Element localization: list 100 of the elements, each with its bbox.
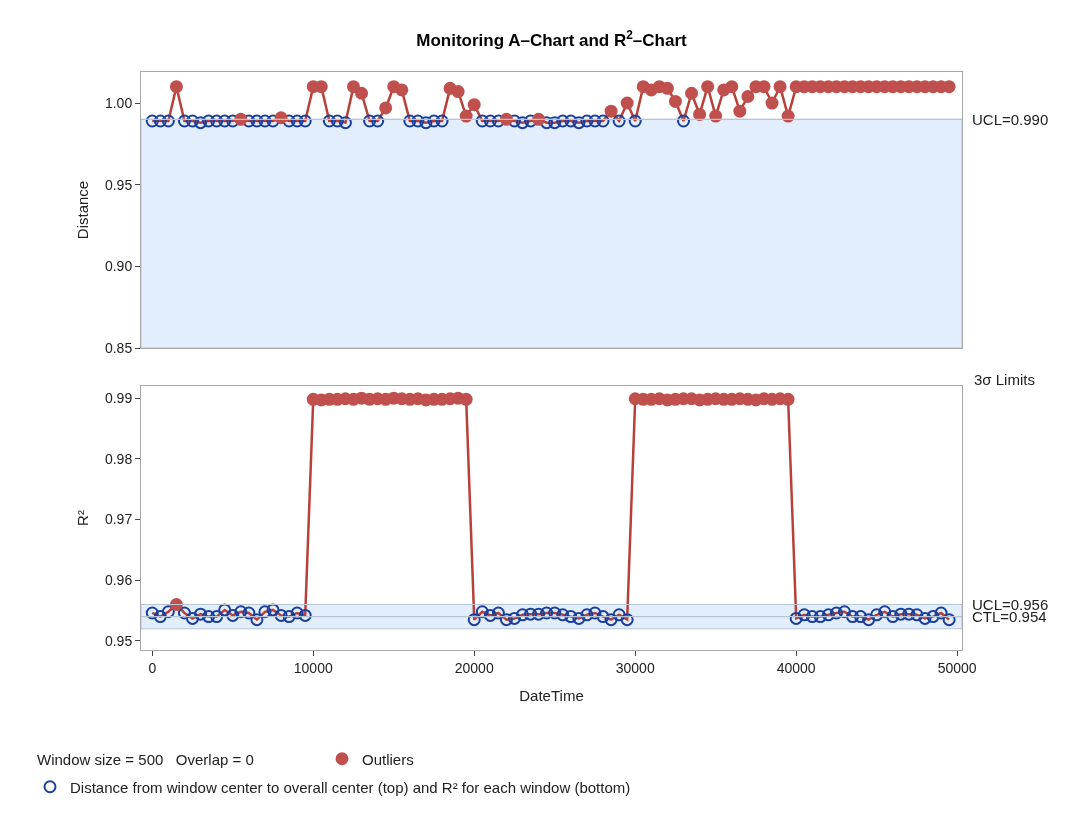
point <box>177 606 191 620</box>
point <box>258 114 272 128</box>
point <box>677 114 690 128</box>
point <box>548 606 562 620</box>
point <box>540 606 554 620</box>
point <box>765 96 779 110</box>
point <box>202 114 216 128</box>
x-tick-label: 10000 <box>293 659 333 676</box>
text: Window size = 500 Overlap = 0 <box>37 751 254 768</box>
point <box>218 114 232 128</box>
point <box>242 114 256 128</box>
point <box>363 114 377 128</box>
point <box>918 611 932 625</box>
point <box>604 104 618 118</box>
point <box>942 613 956 627</box>
point <box>620 96 634 110</box>
point <box>322 114 336 128</box>
point <box>419 116 433 130</box>
point <box>548 116 562 130</box>
point <box>572 116 586 130</box>
point <box>741 90 755 103</box>
point <box>274 608 288 622</box>
point <box>878 605 892 619</box>
point <box>483 608 497 622</box>
point <box>210 610 224 624</box>
point <box>846 610 860 624</box>
point <box>588 606 602 620</box>
point <box>234 605 248 619</box>
x-tick-label: 40000 <box>776 659 816 676</box>
point <box>266 114 280 128</box>
x-axis-title: DateTime <box>519 686 584 704</box>
text: 3σ Limits <box>974 371 1035 388</box>
point <box>395 83 409 97</box>
point <box>612 608 626 622</box>
y-tick-label: 0.96 <box>104 572 133 589</box>
y-axis-title: Distance <box>74 180 92 240</box>
point <box>242 606 256 620</box>
point <box>177 114 191 128</box>
point <box>701 80 715 94</box>
point <box>355 86 369 100</box>
point <box>459 392 473 406</box>
point <box>153 610 167 624</box>
point <box>250 613 264 627</box>
point <box>789 611 803 625</box>
point <box>507 114 521 128</box>
legend-label: Distance from window center to overall center (top) and R² for each window (bottom) <box>70 778 631 796</box>
point <box>797 608 811 622</box>
point <box>371 114 385 128</box>
point <box>596 114 610 128</box>
point <box>153 114 167 128</box>
point <box>540 116 554 130</box>
point <box>516 116 530 130</box>
point <box>556 608 570 622</box>
point <box>226 114 240 128</box>
point <box>773 80 787 94</box>
point <box>475 114 489 128</box>
point <box>250 114 264 128</box>
point <box>862 613 876 627</box>
point <box>379 101 393 115</box>
point <box>556 114 570 128</box>
point <box>837 605 851 619</box>
point <box>169 80 183 94</box>
point <box>894 607 908 621</box>
point <box>411 114 425 128</box>
ref-line-label: UCL=0.956 <box>972 596 1049 613</box>
point <box>564 610 578 624</box>
point <box>620 613 634 627</box>
point <box>194 607 208 621</box>
point <box>403 114 417 128</box>
point <box>282 610 296 624</box>
point <box>580 114 594 128</box>
y-tick-label: 0.97 <box>104 511 133 528</box>
point <box>330 114 344 128</box>
point <box>266 603 280 617</box>
point <box>580 608 594 622</box>
point <box>516 608 530 622</box>
y-tick-label: 0.98 <box>104 450 133 467</box>
point <box>693 107 707 121</box>
chart-title: Monitoring A–Chart and R$^{2}$–Chart <box>416 27 688 50</box>
point <box>612 114 626 128</box>
point <box>435 114 449 128</box>
y-tick-label: 0.90 <box>104 258 133 275</box>
point <box>870 608 884 622</box>
y-axis-title: R² <box>74 510 92 526</box>
point <box>427 114 441 128</box>
point <box>604 613 618 627</box>
point <box>161 114 175 128</box>
point <box>886 610 900 624</box>
point <box>685 86 699 100</box>
x-tick-label: 30000 <box>615 659 655 676</box>
point <box>282 114 296 128</box>
point <box>524 607 538 621</box>
y-tick-label: 0.95 <box>104 632 133 649</box>
point <box>757 80 771 94</box>
x-tick-label: 20000 <box>454 659 494 676</box>
point <box>781 392 795 406</box>
point <box>902 607 916 621</box>
point <box>338 116 352 130</box>
legend-label: Outliers <box>362 750 414 768</box>
point <box>829 606 843 620</box>
